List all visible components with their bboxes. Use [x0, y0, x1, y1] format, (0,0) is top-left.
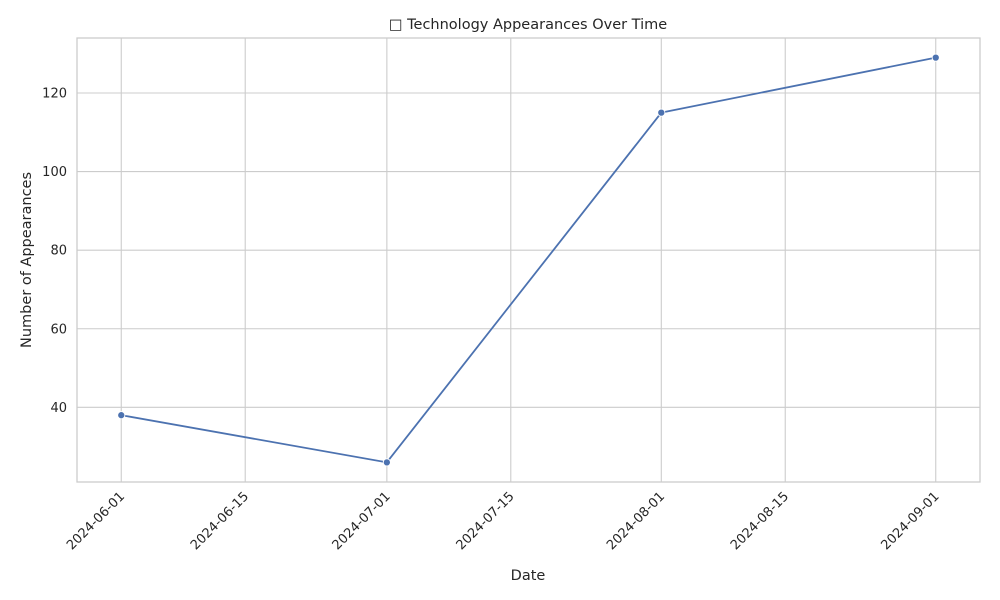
x-tick-label: 2024-06-15	[188, 489, 252, 553]
x-tick-labels: 2024-06-01 2024-06-15 2024-07-01 2024-07-15…	[64, 489, 943, 553]
x-tick-label: 2024-08-01	[604, 489, 668, 553]
y-tick-labels: 40 60 80 100 120	[42, 87, 67, 416]
x-tick-label: 2024-07-01	[330, 489, 394, 553]
chart-title: □ Technology Appearances Over Time	[389, 17, 667, 33]
x-tick-label: 2024-08-15	[728, 489, 792, 553]
y-axis-label: Number of Appearances	[19, 172, 35, 348]
y-tick-label: 80	[50, 244, 67, 259]
data-point	[931, 53, 940, 62]
x-gridlines	[120, 38, 937, 482]
y-gridlines	[77, 92, 980, 408]
x-axis-label: Date	[511, 568, 546, 584]
x-tick-label: 2024-07-15	[454, 489, 518, 553]
data-point	[117, 411, 126, 420]
x-tick-label: 2024-09-01	[879, 489, 943, 553]
data-point	[657, 108, 666, 117]
data-point	[382, 458, 391, 467]
x-tick-label: 2024-06-01	[64, 489, 128, 553]
plot-frame	[76, 37, 981, 483]
series-line	[121, 56, 936, 464]
y-tick-label: 60	[50, 322, 67, 337]
y-tick-label: 120	[42, 87, 67, 102]
y-tick-label: 40	[50, 401, 67, 416]
series-layer	[117, 53, 940, 467]
y-tick-label: 100	[42, 165, 67, 180]
